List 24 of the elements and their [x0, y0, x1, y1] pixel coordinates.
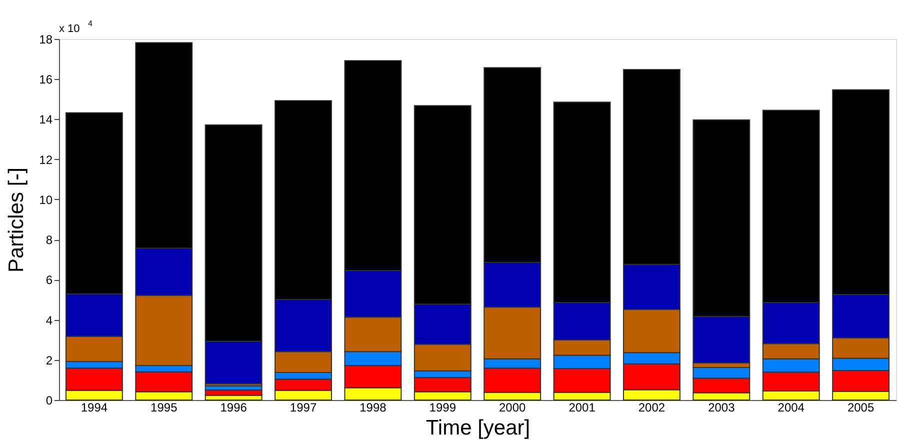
- y-tick-label: 16: [39, 72, 53, 87]
- x-tick-label: 2003: [708, 400, 736, 414]
- x-tick-label: 2000: [498, 400, 526, 414]
- x-tick-label: 1997: [290, 400, 317, 414]
- x-axis-title: Time [year]: [426, 416, 530, 440]
- y-axis-title: Particles [-]: [5, 167, 28, 273]
- x-tick-label: 2002: [638, 400, 666, 414]
- y-tick-label: 18: [39, 32, 53, 46]
- y-tick-label: 6: [46, 273, 53, 288]
- y-tick-label: 14: [39, 112, 53, 127]
- y-tick-label: 8: [46, 233, 53, 248]
- y-tick-label: 2: [46, 353, 53, 368]
- x-tick-label: 2004: [778, 400, 805, 414]
- x-tick-label: 1994: [80, 400, 108, 414]
- y-tick-label: 0: [46, 394, 53, 408]
- x-tick-label: 1995: [150, 400, 178, 414]
- x-tick-label: 1999: [429, 400, 456, 414]
- x-tick-label: 2001: [568, 400, 596, 414]
- y-tick-label: 4: [46, 313, 53, 328]
- x-tick-label: 1998: [360, 400, 387, 414]
- x-tick-label: 2005: [847, 400, 874, 414]
- y-tick-label: 12: [39, 152, 53, 167]
- x-tick-label: 1996: [220, 400, 248, 414]
- y-tick-label: 10: [39, 192, 53, 207]
